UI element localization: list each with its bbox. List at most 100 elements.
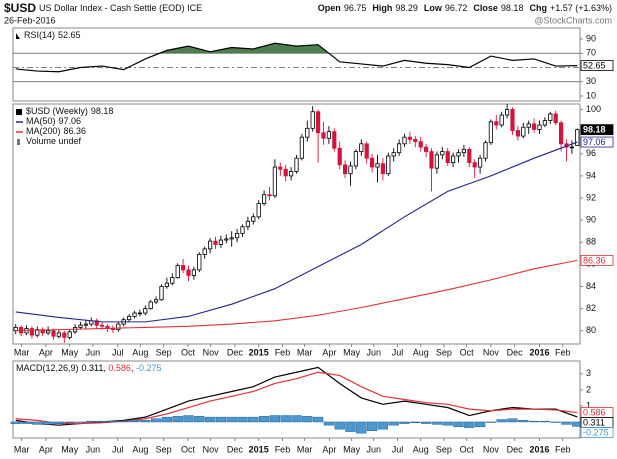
candle-body	[288, 171, 294, 177]
value-box	[580, 136, 614, 148]
candle-body	[375, 163, 380, 168]
x-tick-label: Jul	[112, 347, 124, 357]
histogram-bar	[204, 416, 216, 423]
x-tick-label: Oct	[181, 444, 196, 454]
histogram-bar	[32, 421, 43, 425]
candle-body	[299, 136, 305, 159]
x-tick-label: Feb	[555, 347, 571, 357]
candle-body	[137, 312, 142, 315]
legend-title: MACD(12,26,9)	[16, 363, 79, 373]
candle-body	[467, 148, 472, 164]
x-tick-label: Aug	[132, 347, 148, 357]
candle-body	[56, 332, 62, 337]
overbought-fill	[15, 43, 578, 54]
histogram-bar	[129, 420, 140, 423]
quote-value: +1.57 (+1.63%)	[550, 3, 612, 13]
candle-body	[294, 157, 299, 172]
quote-value: 98.29	[395, 3, 418, 13]
candle-body	[116, 323, 121, 331]
instrument-name: US Dollar Index - Cash Settle (EOD) ICE	[39, 3, 202, 13]
candle-body	[407, 136, 413, 140]
candle-body	[240, 226, 245, 234]
candle-body	[148, 301, 153, 310]
candle-body	[315, 111, 321, 134]
legend-icon	[16, 109, 22, 115]
y-tick-label: 84	[586, 281, 596, 291]
x-tick-label: Apr	[322, 444, 336, 454]
candle-body	[267, 194, 272, 197]
candle-body	[472, 162, 477, 168]
x-tick-label: 2016	[529, 347, 549, 357]
x-tick-label: Dec	[227, 444, 244, 454]
x-tick-label: 2015	[249, 347, 269, 357]
candle-body	[305, 127, 310, 138]
x-tick-label: 2016	[529, 444, 549, 454]
x-tick-label: Sep	[156, 347, 172, 357]
legend-entry: $USD (Weekly) 98.18	[26, 106, 113, 116]
candle-body	[386, 155, 391, 175]
candle-body	[380, 163, 386, 175]
candle-body	[321, 132, 326, 139]
x-tick-label: Nov	[203, 444, 220, 454]
histogram-bar	[453, 421, 464, 428]
candle-body	[515, 130, 521, 137]
candle-body	[283, 168, 288, 177]
candle-body	[218, 239, 223, 245]
histogram-bar	[410, 421, 421, 424]
legend-icon	[17, 139, 20, 145]
histogram-bar	[377, 421, 389, 430]
candle-body	[521, 126, 526, 137]
x-tick-label: Jul	[392, 347, 404, 357]
x-tick-label: Jul	[392, 444, 404, 454]
candle-body	[186, 269, 191, 276]
x-tick-label: Sep	[156, 444, 172, 454]
histogram-bar	[215, 416, 227, 423]
credit: @StockCharts.com	[534, 15, 612, 25]
date: 26-Feb-2016	[4, 15, 56, 25]
x-tick-label: Aug	[413, 444, 429, 454]
candle-body	[229, 237, 234, 240]
histogram-bar	[561, 421, 572, 425]
y-tick-label: 94	[586, 170, 596, 180]
x-tick-label: Nov	[203, 347, 220, 357]
candle-body	[207, 240, 213, 250]
candle-body	[461, 148, 467, 154]
candle-body	[132, 312, 137, 317]
y-tick-label: 100	[586, 104, 601, 114]
value-label: 98.18	[583, 125, 606, 135]
candle-body	[504, 109, 510, 116]
histogram-bar	[431, 421, 443, 425]
legend-text: MA(200)	[26, 126, 61, 136]
x-tick-label: Aug	[413, 347, 429, 357]
candle-body	[224, 238, 229, 241]
legend-icon	[16, 33, 20, 39]
x-tick-label: Aug	[132, 444, 148, 454]
x-tick-label: Dec	[227, 347, 244, 357]
panel-frame	[12, 27, 581, 102]
candle-body	[78, 324, 83, 328]
legend-value: 52.65	[58, 30, 81, 40]
panel-frame	[12, 103, 581, 345]
series-line	[15, 42, 578, 73]
histogram-bar	[237, 416, 248, 423]
quote-label: High	[372, 3, 392, 13]
histogram-bar	[518, 420, 529, 423]
candle-body	[159, 286, 164, 301]
y-tick-label: 10	[586, 90, 596, 100]
histogram-bar	[269, 415, 281, 423]
value-label: 0.586	[583, 407, 606, 417]
x-tick-label: Mar	[297, 444, 313, 454]
chart-header: $USD US Dollar Index - Cash Settle (EOD) …	[4, 1, 202, 15]
histogram-bar	[194, 416, 205, 423]
histogram-bar	[21, 421, 32, 424]
x-tick-label: Feb	[275, 347, 291, 357]
histogram-bar	[485, 421, 497, 423]
candle-body	[29, 328, 35, 336]
candle-body	[359, 143, 364, 152]
candle-body	[234, 233, 240, 239]
candle-body	[143, 308, 148, 314]
series-line	[15, 371, 578, 425]
candle-body	[83, 323, 88, 326]
histogram-bar	[550, 421, 561, 423]
